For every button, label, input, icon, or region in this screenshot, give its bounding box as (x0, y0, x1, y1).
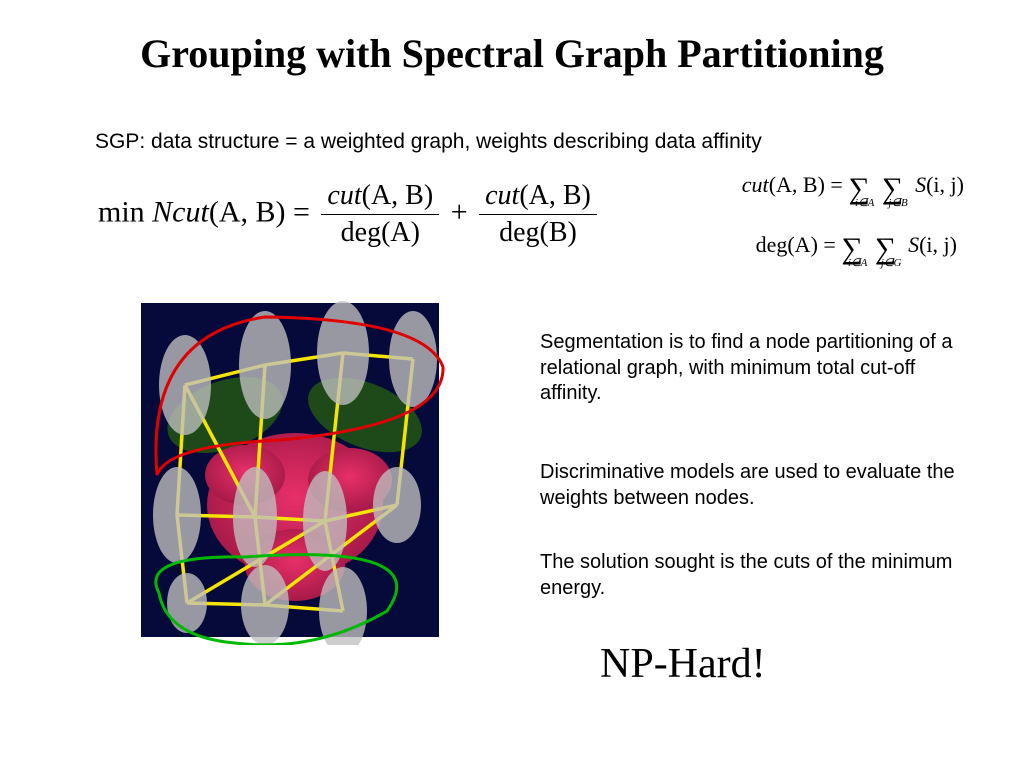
deg-lhs-fn: deg (756, 232, 788, 257)
paragraph-2: Discriminative models are used to evalua… (540, 460, 960, 511)
cut-args-2: (A, B) (519, 180, 591, 211)
ncut-args: (A, B) (209, 195, 286, 228)
graph-node (241, 565, 289, 645)
graph-node (167, 573, 207, 633)
graph-node (239, 311, 291, 419)
fraction-1: cut(A, B) deg(A) (321, 178, 439, 251)
S-fn: S (915, 172, 926, 197)
cut-args-1: (A, B) (362, 180, 434, 211)
cut-definition: cut(A, B) = ∑i∈A∑j∈BS(i, j) (742, 172, 964, 206)
graph-node (233, 467, 277, 567)
ncut-fn: Ncut (152, 195, 209, 228)
deg-eq: = (818, 232, 841, 257)
deg-fn-2: deg (499, 217, 539, 248)
S-args2: (i, j) (919, 232, 957, 257)
eq-sign: = (286, 195, 318, 228)
np-hard-text: NP-Hard! (600, 640, 766, 688)
deg-args-2: (B) (540, 217, 577, 248)
S-fn2: S (908, 232, 919, 257)
sum-sub-jB: j∈B (885, 196, 911, 209)
subtitle: SGP: data structure = a weighted graph, … (95, 130, 762, 154)
cut-fn-2: cut (485, 180, 519, 211)
cut-eq: = (825, 172, 848, 197)
deg-args-1: (A) (381, 217, 420, 248)
sum-sub-iA2: i∈A (845, 256, 871, 269)
fraction-2: cut(A, B) deg(B) (479, 178, 597, 251)
deg-definition: deg(A) = ∑i∈A∑j∈GS(i, j) (756, 232, 957, 266)
graph-node (317, 301, 369, 405)
cut-lhs-fn: cut (742, 172, 769, 197)
min-operator: min (98, 195, 152, 228)
graph-illustration (125, 295, 455, 645)
cut-lhs-args: (A, B) (769, 172, 825, 197)
cut-fn-1: cut (327, 180, 361, 211)
paragraph-3: The solution sought is the cuts of the m… (540, 550, 960, 601)
sum-sub-jG: j∈G (878, 256, 904, 269)
graph-node (373, 467, 421, 543)
ncut-equation: min Ncut(A, B) = cut(A, B)deg(A) + cut(A… (98, 178, 601, 251)
deg-fn-1: deg (341, 217, 381, 248)
page-title: Grouping with Spectral Graph Partitionin… (0, 30, 1024, 77)
plus-sign: + (443, 195, 475, 228)
deg-lhs-args: (A) (787, 232, 818, 257)
graph-node (389, 311, 437, 407)
graph-node (153, 467, 201, 563)
sum-sub-iA: i∈A (852, 196, 878, 209)
paragraph-1: Segmentation is to find a node partition… (540, 330, 960, 407)
S-args: (i, j) (926, 172, 964, 197)
